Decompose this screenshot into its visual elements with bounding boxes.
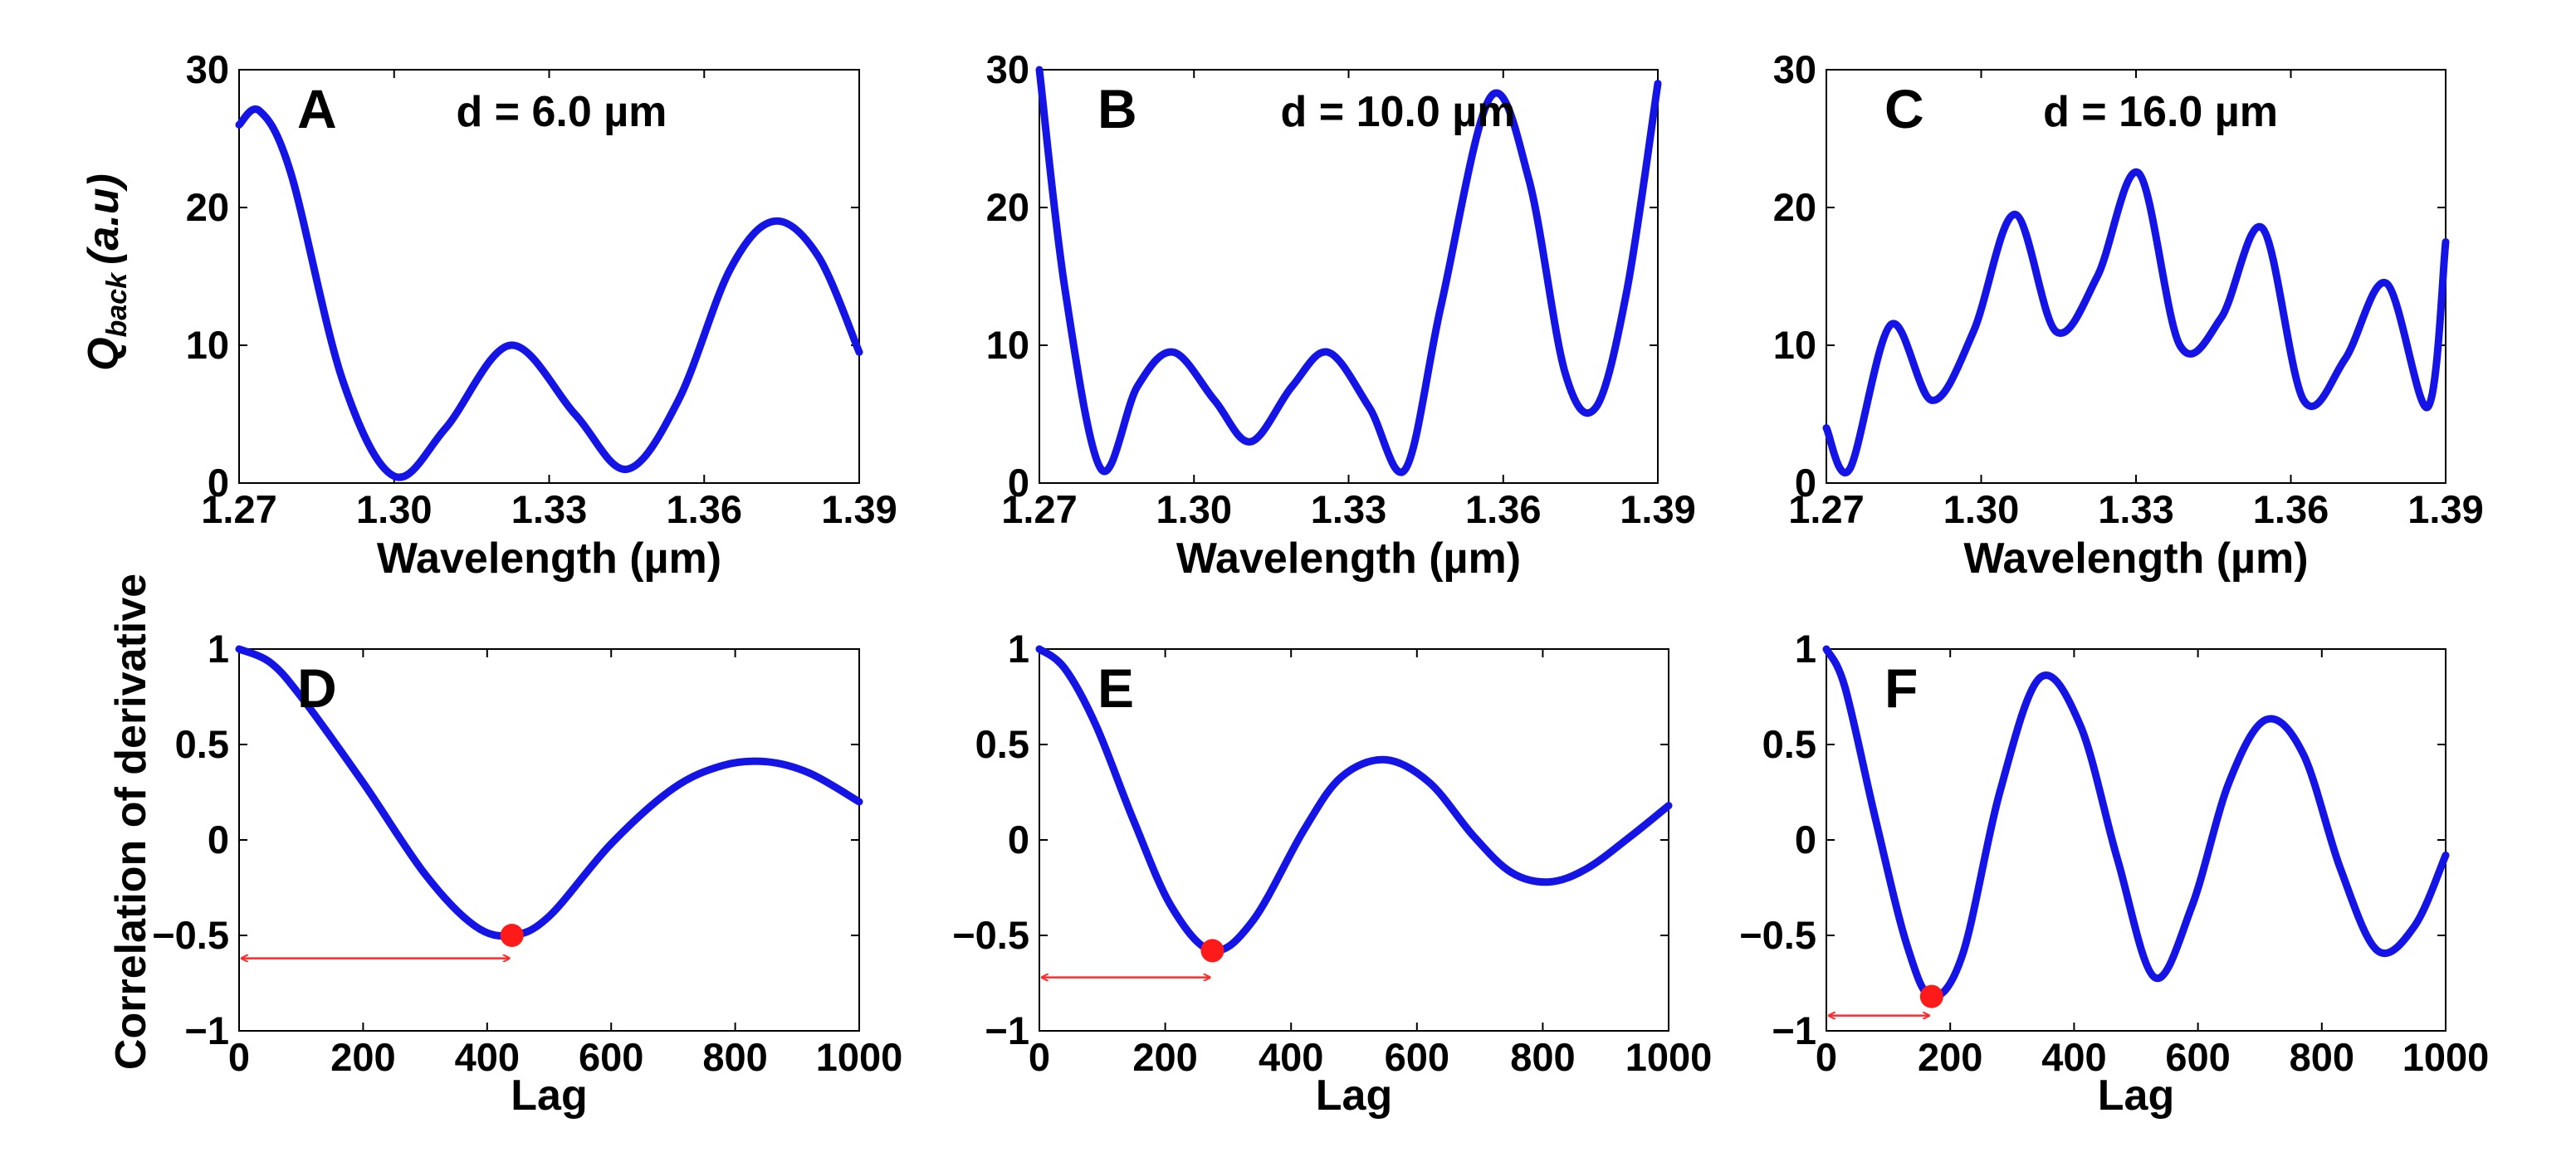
- x-tick-label: 1000: [816, 1035, 903, 1079]
- y-tick-label: −1: [985, 1008, 1029, 1052]
- x-tick-label: 1.27: [1001, 487, 1077, 531]
- panel-C: 1.27 1.30 1.33 1.36 1.39 0 10 20 30 Wavelength (µ…: [1773, 47, 2484, 583]
- y-tick-label: 20: [1773, 185, 1816, 229]
- x-axis-label: Lag: [511, 1072, 587, 1120]
- x-tick-label: 200: [330, 1035, 395, 1079]
- series-line-A: [235, 105, 863, 481]
- corr-ylabel: Correlation of derivative: [107, 574, 155, 1070]
- x-tick-label: 1.36: [2253, 487, 2329, 531]
- y-tick-label: 0.5: [975, 722, 1029, 766]
- diameter-annotation: d = 6.0 µm: [456, 88, 667, 136]
- qback-ylabel-main: Q: [80, 337, 128, 370]
- qback-ylabel-sub: back: [101, 271, 133, 338]
- y-tick-label: 0.5: [175, 722, 229, 766]
- x-tick-label: 1.39: [821, 487, 897, 531]
- x-axis-label: Lag: [2098, 1072, 2174, 1120]
- y-tick-label: 30: [186, 47, 229, 91]
- x-tick-label: 600: [2165, 1035, 2230, 1079]
- panel-letter: E: [1097, 657, 1134, 719]
- x-tick-label: 1.30: [356, 487, 432, 531]
- panel-F: 0 200 400 600 800 1000 −1 −0.5 0 0.5 1 Lag F: [1739, 627, 2489, 1120]
- qback-ylabel: Qback (a.u): [80, 173, 133, 371]
- x-tick-label: 800: [1510, 1035, 1575, 1079]
- y-tick-label: 10: [986, 323, 1029, 367]
- x-axis-label: Lag: [1316, 1072, 1392, 1120]
- x-tick-label: 1.30: [1156, 487, 1232, 531]
- diameter-annotation: d = 10.0 µm: [1281, 88, 1516, 136]
- panel-letter: D: [297, 657, 337, 719]
- y-tick-label: 30: [986, 47, 1029, 91]
- series-line-C: [1822, 168, 2450, 476]
- x-tick-label: 1.33: [1311, 487, 1386, 531]
- x-tick-label: 1.33: [2098, 487, 2173, 531]
- x-tick-label: 1000: [1625, 1035, 1713, 1079]
- y-tick-label: 30: [1773, 47, 1816, 91]
- y-tick-label: 1: [1795, 627, 1816, 671]
- panel-letter: B: [1097, 78, 1137, 139]
- x-tick-label: 1000: [2402, 1035, 2490, 1079]
- y-tick-label: −0.5: [152, 913, 229, 957]
- x-tick-label: 1.33: [511, 487, 587, 531]
- x-tick-label: 400: [1259, 1035, 1323, 1079]
- y-tick-label: 20: [986, 185, 1029, 229]
- x-tick-label: 400: [2041, 1035, 2106, 1079]
- x-tick-label: 0: [1029, 1035, 1050, 1079]
- panel-letter: A: [297, 78, 337, 139]
- x-tick-label: 800: [702, 1035, 767, 1079]
- x-axis-label: Wavelength (µm): [1963, 535, 2308, 583]
- minimum-marker: [1919, 984, 1943, 1008]
- series-line-D: [235, 645, 863, 940]
- x-tick-label: 1.27: [1788, 487, 1864, 531]
- x-tick-label: 1.39: [1620, 487, 1695, 531]
- series-line-F: [1822, 645, 2450, 1001]
- series-line-E: [1035, 645, 1673, 955]
- x-tick-label: 400: [455, 1035, 520, 1079]
- x-tick-label: 600: [1385, 1035, 1449, 1079]
- panel-letter: C: [1884, 78, 1924, 139]
- x-tick-label: 600: [579, 1035, 643, 1079]
- minimum-marker: [1200, 939, 1224, 963]
- panel-letter: F: [1884, 657, 1918, 719]
- x-tick-label: 0: [228, 1035, 250, 1079]
- x-axis-label: Wavelength (µm): [377, 535, 721, 583]
- y-tick-label: 0: [1795, 818, 1816, 862]
- x-tick-label: 200: [1918, 1035, 1982, 1079]
- x-tick-label: 1.39: [2407, 487, 2483, 531]
- y-tick-label: 10: [186, 323, 229, 367]
- y-tick-label: 0: [208, 461, 229, 505]
- y-tick-label: 0: [208, 818, 229, 862]
- y-tick-label: 0: [1008, 461, 1029, 505]
- y-tick-label: −1: [184, 1008, 229, 1052]
- x-tick-label: 1.30: [1943, 487, 2019, 531]
- x-tick-label: 800: [2290, 1035, 2354, 1079]
- x-tick-label: 0: [1816, 1035, 1837, 1079]
- y-tick-label: 20: [186, 185, 229, 229]
- x-axis-label: Wavelength (µm): [1176, 535, 1521, 583]
- series-line-B: [1035, 66, 1662, 476]
- panel-A: 1.27 1.30 1.33 1.36 1.39 0 10 20 30 Wavelength (µ…: [186, 47, 897, 583]
- diameter-annotation: d = 16.0 µm: [2043, 88, 2278, 136]
- panel-D: 0 200 400 600 800 1000 −1 −0.5 0 0.5 1 Lag D: [152, 627, 902, 1120]
- panel-B: 1.27 1.30 1.33 1.36 1.39 0 10 20 30 Wavelength (µ…: [986, 47, 1696, 583]
- qback-ylabel-unit: (a.u): [80, 173, 128, 265]
- y-tick-label: −0.5: [952, 913, 1029, 957]
- y-tick-label: 0: [1795, 461, 1816, 505]
- y-tick-label: −0.5: [1739, 913, 1816, 957]
- x-tick-label: 1.27: [201, 487, 276, 531]
- y-tick-label: 1: [1008, 627, 1029, 671]
- y-tick-label: 10: [1773, 323, 1816, 367]
- y-tick-label: −1: [1772, 1008, 1816, 1052]
- x-tick-label: 200: [1132, 1035, 1197, 1079]
- x-tick-label: 1.36: [667, 487, 742, 531]
- minimum-marker: [500, 924, 524, 947]
- x-tick-label: 1.36: [1465, 487, 1541, 531]
- panel-E: 0 200 400 600 800 1000 −1 −0.5 0 0.5 1 Lag E: [952, 627, 1712, 1120]
- y-tick-label: 0.5: [1762, 722, 1816, 766]
- y-tick-label: 1: [208, 627, 229, 671]
- y-tick-label: 0: [1008, 818, 1029, 862]
